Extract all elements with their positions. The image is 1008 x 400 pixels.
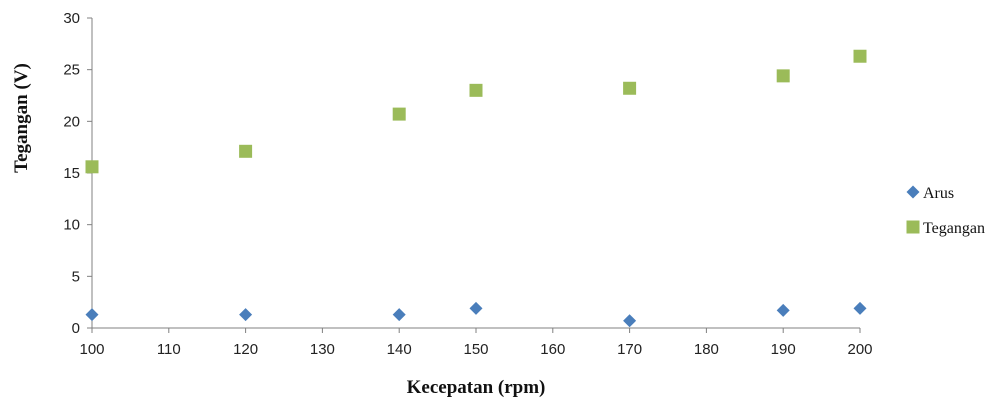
legend-label-tegangan: Tegangan (923, 220, 985, 237)
point-arus (777, 304, 790, 317)
y-tick-label: 0 (72, 320, 80, 337)
point-tegangan (854, 50, 867, 63)
y-tick-label: 20 (63, 113, 80, 130)
x-tick-label: 140 (387, 341, 412, 358)
legend-marker-tegangan (907, 221, 920, 234)
y-tick-label: 25 (63, 62, 80, 79)
point-tegangan (239, 145, 252, 158)
x-tick-label: 150 (463, 341, 488, 358)
point-tegangan (86, 160, 99, 173)
x-tick-label: 110 (157, 341, 181, 358)
y-axis-title: Tegangan (V) (11, 63, 32, 173)
legend-item-tegangan: Tegangan (907, 220, 985, 237)
y-tick-label: 5 (72, 268, 80, 285)
point-arus (470, 302, 483, 315)
point-arus (86, 308, 99, 321)
axes (92, 18, 860, 328)
x-tick-label: 160 (540, 341, 565, 358)
x-axis-title: Kecepatan (rpm) (407, 377, 546, 398)
x-tick-label: 130 (310, 341, 335, 358)
x-tick-label: 200 (847, 341, 872, 358)
y-tick-label: 30 (63, 10, 80, 27)
point-tegangan (623, 82, 636, 95)
data-points (86, 50, 867, 328)
x-tick-label: 100 (79, 341, 104, 358)
legend: Arus Tegangan (907, 185, 985, 237)
point-arus (393, 308, 406, 321)
x-tick-label: 180 (694, 341, 719, 358)
x-tick-label: 120 (233, 341, 258, 358)
legend-marker-arus (907, 186, 920, 199)
x-axis-ticks: 100 110 120 130 140 150 160 170 180 190 200 (79, 328, 872, 358)
point-tegangan (393, 108, 406, 121)
x-tick-label: 170 (617, 341, 642, 358)
y-tick-label: 15 (63, 165, 80, 182)
x-tick-label: 190 (771, 341, 796, 358)
y-axis-ticks: 0 5 10 15 20 25 30 (63, 10, 92, 337)
point-tegangan (470, 84, 483, 97)
point-arus (854, 302, 867, 315)
point-arus (239, 308, 252, 321)
legend-label-arus: Arus (923, 185, 954, 202)
point-arus (623, 314, 636, 327)
y-tick-label: 10 (63, 217, 80, 234)
point-tegangan (777, 69, 790, 82)
legend-item-arus: Arus (907, 185, 955, 202)
